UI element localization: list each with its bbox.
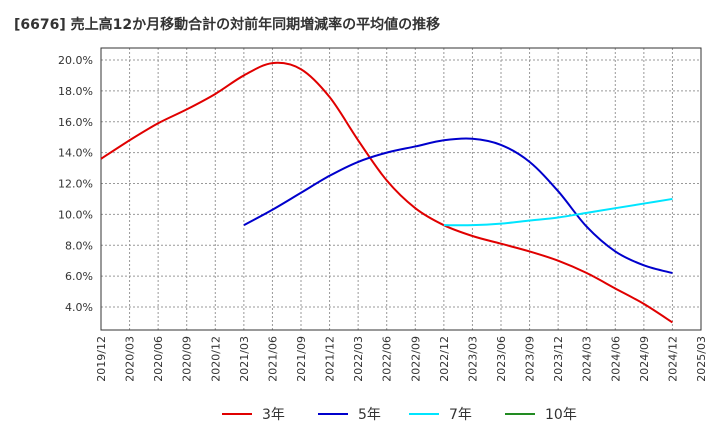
series-layer: [100, 61, 673, 324]
y-tick-label: 6.0%: [65, 270, 93, 283]
chart-title: [6676] 売上高12か月移動合計の対前年同期増減率の平均値の推移: [14, 17, 441, 33]
legend-label: 10年: [545, 407, 577, 423]
x-tick-label: 2020/09: [181, 336, 194, 382]
y-tick-label: 18.0%: [58, 85, 93, 98]
x-tick-label: 2020/03: [124, 336, 137, 382]
x-tick-label: 2023/03: [466, 336, 479, 382]
legend-label: 7年: [449, 407, 472, 423]
legend-label: 3年: [262, 407, 285, 423]
x-tick-labels: 2019/12 2020/03 2020/06 2020/09 2020/12 2021/…: [95, 336, 708, 382]
x-tick-label: 2019/12: [95, 336, 108, 382]
x-tick-label: 2021/06: [266, 336, 279, 382]
x-tick-label: 2024/09: [638, 336, 651, 382]
y-tick-label: 10.0%: [58, 208, 93, 221]
y-tick-label: 16.0%: [58, 116, 93, 129]
plot-frame: [100, 47, 702, 331]
y-tick-label: 14.0%: [58, 147, 93, 160]
x-tick-label: 2023/09: [524, 336, 537, 382]
x-tick-label: 2022/09: [409, 336, 422, 382]
x-tick-label: 2021/12: [324, 336, 337, 382]
x-tick-label: 2023/06: [495, 336, 508, 382]
x-tick-label: 2020/12: [209, 336, 222, 382]
x-tick-label: 2022/03: [352, 336, 365, 382]
x-tick-label: 2020/06: [152, 336, 165, 382]
y-tick-labels: 4.0% 6.0% 8.0% 10.0% 12.0% 14.0% 16.0% 18.0% 20.…: [58, 54, 93, 314]
x-tick-label: 2022/06: [381, 336, 394, 382]
y-tick-label: 4.0%: [65, 301, 93, 314]
series-line-5年: [243, 137, 673, 275]
y-tick-label: 12.0%: [58, 178, 93, 191]
x-tick-label: 2023/12: [552, 336, 565, 382]
x-tick-label: 2021/03: [238, 336, 251, 382]
x-tick-label: 2021/09: [295, 336, 308, 382]
x-tick-label: 2022/12: [438, 336, 451, 382]
y-tick-label: 20.0%: [58, 54, 93, 67]
series-line-7年: [443, 197, 673, 227]
legend: 3年 5年 7年 10年: [222, 407, 577, 423]
y-tick-label: 8.0%: [65, 239, 93, 252]
grid: [100, 48, 702, 330]
x-tick-label: 2024/03: [581, 336, 594, 382]
x-tick-label: 2024/12: [666, 336, 679, 382]
series-line-3年: [100, 61, 673, 324]
x-tick-label: 2024/06: [609, 336, 622, 382]
legend-label: 5年: [358, 407, 381, 423]
axes: [100, 47, 702, 331]
x-tick-label: 2025/03: [695, 336, 708, 382]
